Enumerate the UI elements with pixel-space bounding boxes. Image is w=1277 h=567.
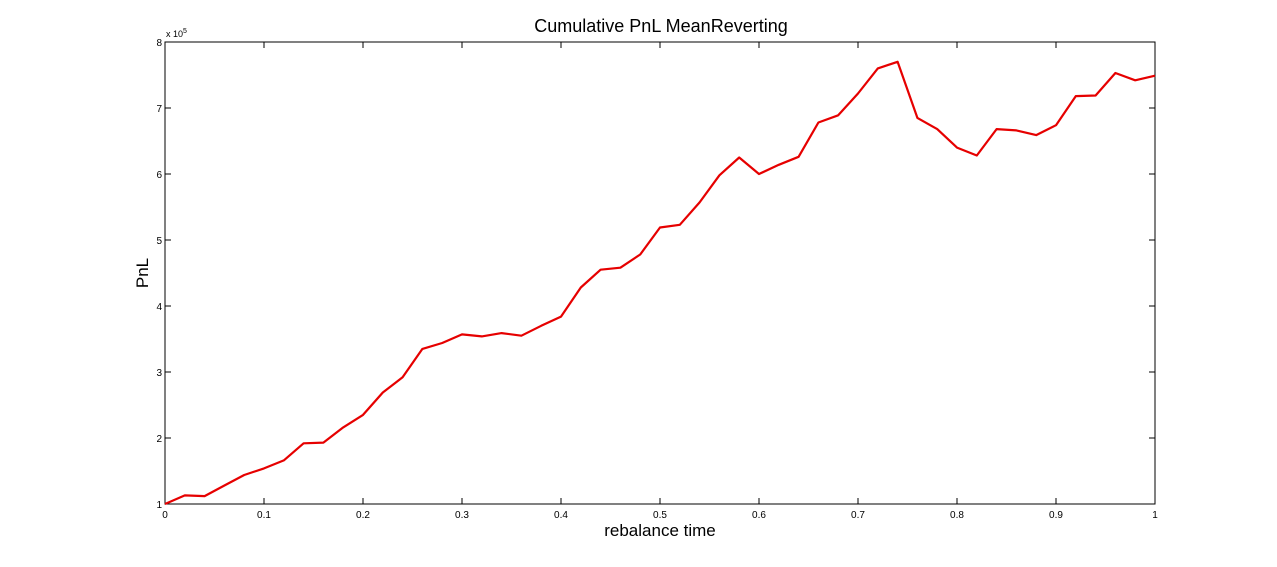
x-tick-label: 0.7	[851, 510, 865, 521]
x-tick-label: 0.2	[356, 510, 370, 521]
x-tick-label: 0.5	[653, 510, 667, 521]
plot-area	[164, 41, 1156, 505]
series-group	[164, 60, 1156, 506]
x-tick-label: 1	[1152, 510, 1158, 521]
y-tick-label: 6	[156, 170, 162, 181]
y-exponent-base: x 10	[166, 29, 183, 39]
series-line	[164, 60, 1156, 506]
x-tick-label: 0.6	[752, 510, 766, 521]
axis-ticks	[164, 41, 1156, 505]
x-tick-label: 0	[162, 510, 168, 521]
x-axis-label: rebalance time	[604, 521, 716, 540]
y-exponent-power: 5	[183, 28, 187, 35]
y-exponent-label: x 105	[166, 28, 187, 39]
x-tick-label: 0.1	[257, 510, 271, 521]
y-tick-label: 7	[156, 104, 162, 115]
x-tick-label: 0.3	[455, 510, 469, 521]
y-tick-label: 4	[156, 302, 162, 313]
x-tick-label: 0.8	[950, 510, 964, 521]
y-tick-label: 1	[156, 500, 162, 511]
y-tick-label: 3	[156, 368, 162, 379]
y-tick-label: 2	[156, 434, 162, 445]
y-tick-label: 5	[156, 236, 162, 247]
x-tick-label: 0.9	[1049, 510, 1063, 521]
x-tick-label: 0.4	[554, 510, 568, 521]
y-tick-label: 8	[156, 38, 162, 49]
y-axis-label: PnL	[133, 258, 152, 288]
chart-title: Cumulative PnL MeanReverting	[534, 16, 787, 36]
axis-tick-labels: 0 0.1 0.2 0.3 0.4 0.5 0.6 0.7 0.8 0.9 1 1 2 3 4 5 6 7 8	[156, 38, 1158, 521]
